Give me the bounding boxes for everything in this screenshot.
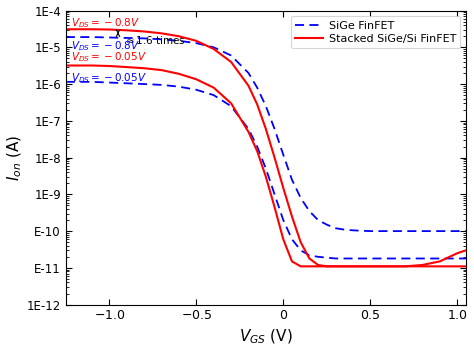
Text: $V_{DS}=-0.05V$: $V_{DS}=-0.05V$ [71, 71, 147, 84]
SiGe FinFET [89, 35, 95, 39]
Line: SiGe FinFET: SiGe FinFET [66, 37, 466, 231]
Stacked SiGe/Si FinFET [307, 256, 312, 260]
SiGe FinFET [437, 229, 443, 233]
SiGe FinFET [107, 36, 112, 40]
Stacked SiGe/Si FinFET [333, 264, 338, 269]
SiGe FinFET [385, 229, 391, 233]
Stacked SiGe/Si FinFET [402, 264, 408, 269]
Stacked SiGe/Si FinFET [141, 29, 147, 33]
Stacked SiGe/Si FinFET [455, 251, 460, 255]
Stacked SiGe/Si FinFET [159, 31, 164, 36]
SiGe FinFET [289, 178, 295, 182]
Stacked SiGe/Si FinFET [255, 102, 260, 107]
SiGe FinFET [307, 209, 312, 213]
SiGe FinFET [333, 226, 338, 230]
Stacked SiGe/Si FinFET [350, 264, 356, 269]
SiGe FinFET [211, 45, 217, 49]
Stacked SiGe/Si FinFET [107, 27, 112, 32]
Stacked SiGe/Si FinFET [246, 84, 251, 88]
Stacked SiGe/Si FinFET [272, 156, 277, 160]
Stacked SiGe/Si FinFET [463, 248, 469, 252]
SiGe FinFET [324, 222, 329, 227]
SiGe FinFET [141, 36, 147, 40]
Stacked SiGe/Si FinFET [341, 264, 347, 269]
X-axis label: $V_{GS}$ (V): $V_{GS}$ (V) [239, 328, 293, 346]
SiGe FinFET [159, 37, 164, 42]
SiGe FinFET [63, 35, 69, 39]
SiGe FinFET [315, 218, 321, 222]
SiGe FinFET [350, 228, 356, 232]
Text: $V_{DS}=-0.8V$: $V_{DS}=-0.8V$ [71, 17, 140, 30]
Stacked SiGe/Si FinFET [298, 240, 303, 244]
SiGe FinFET [246, 71, 251, 75]
Y-axis label: $I_{on}$ (A): $I_{on}$ (A) [6, 134, 24, 181]
Text: $V_{DS}=-0.05V$: $V_{DS}=-0.05V$ [71, 50, 147, 64]
SiGe FinFET [272, 127, 277, 131]
SiGe FinFET [255, 86, 260, 90]
Stacked SiGe/Si FinFET [437, 259, 443, 264]
SiGe FinFET [455, 229, 460, 233]
Stacked SiGe/Si FinFET [89, 27, 95, 31]
Stacked SiGe/Si FinFET [63, 27, 69, 31]
Line: Stacked SiGe/Si FinFET: Stacked SiGe/Si FinFET [66, 29, 466, 266]
SiGe FinFET [367, 229, 373, 233]
SiGe FinFET [228, 54, 234, 58]
Legend: SiGe FinFET, Stacked SiGe/Si FinFET: SiGe FinFET, Stacked SiGe/Si FinFET [291, 16, 460, 48]
Stacked SiGe/Si FinFET [385, 264, 391, 269]
SiGe FinFET [298, 196, 303, 200]
Stacked SiGe/Si FinFET [124, 28, 129, 32]
SiGe FinFET [341, 227, 347, 232]
Stacked SiGe/Si FinFET [176, 34, 182, 38]
Text: $\approx$1.6 times: $\approx$1.6 times [123, 34, 186, 46]
Stacked SiGe/Si FinFET [281, 186, 286, 190]
SiGe FinFET [463, 229, 469, 233]
SiGe FinFET [124, 36, 129, 40]
Stacked SiGe/Si FinFET [419, 263, 425, 267]
SiGe FinFET [419, 229, 425, 233]
Stacked SiGe/Si FinFET [367, 264, 373, 269]
SiGe FinFET [176, 39, 182, 43]
SiGe FinFET [193, 41, 199, 45]
Stacked SiGe/Si FinFET [211, 47, 217, 51]
Stacked SiGe/Si FinFET [263, 127, 269, 131]
SiGe FinFET [281, 152, 286, 157]
Text: $V_{DS}=-0.8V$: $V_{DS}=-0.8V$ [71, 40, 140, 54]
SiGe FinFET [402, 229, 408, 233]
Stacked SiGe/Si FinFET [289, 214, 295, 219]
Stacked SiGe/Si FinFET [228, 60, 234, 64]
Stacked SiGe/Si FinFET [193, 39, 199, 43]
SiGe FinFET [263, 104, 269, 108]
Stacked SiGe/Si FinFET [315, 263, 321, 267]
Stacked SiGe/Si FinFET [324, 264, 329, 269]
